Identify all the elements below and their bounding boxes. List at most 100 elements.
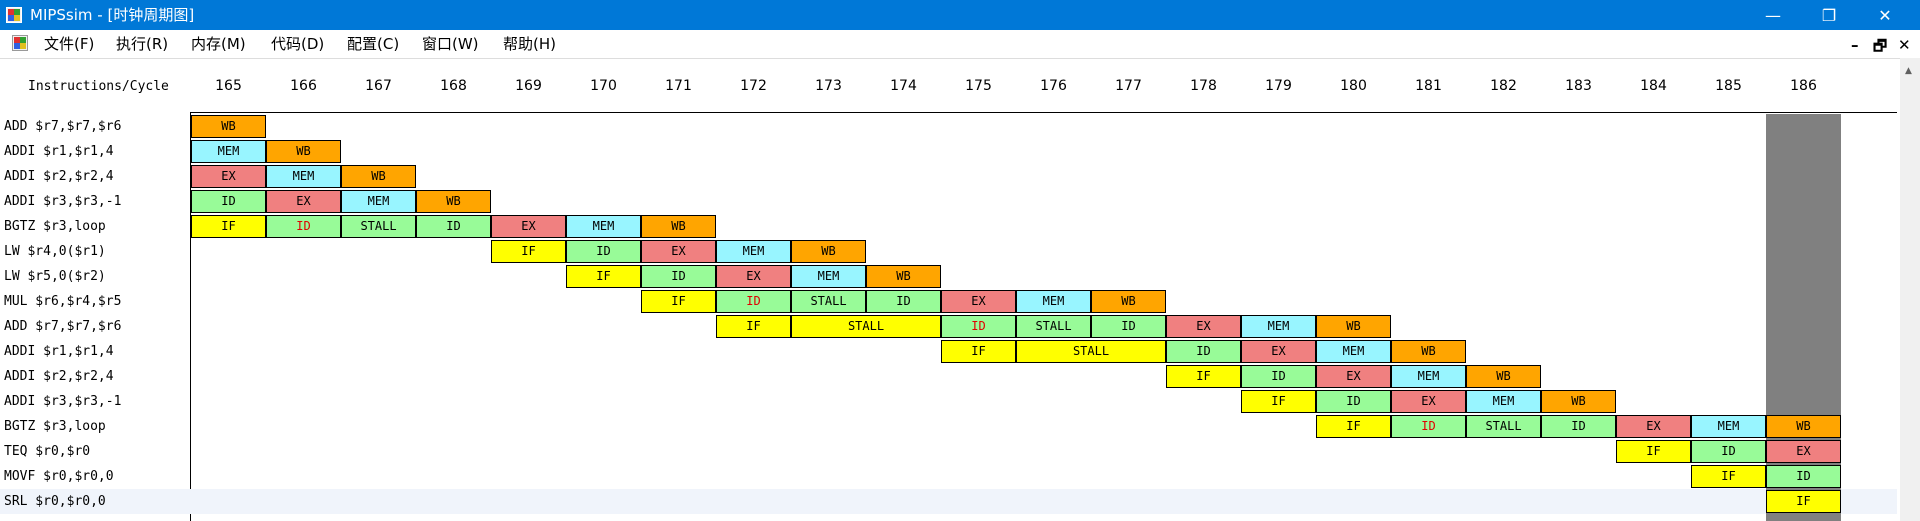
cycle-header-165: 165 xyxy=(191,78,266,94)
instruction-label[interactable]: LW $r4,0($r1) xyxy=(4,239,106,264)
menu-window[interactable]: 窗口(W) xyxy=(422,30,479,58)
maximize-button[interactable]: ❐ xyxy=(1806,0,1852,30)
stage-cell-if: IF xyxy=(641,290,716,313)
stage-cell-if: IF xyxy=(1616,440,1691,463)
cycle-header-169: 169 xyxy=(491,78,566,94)
stage-cell-id: ID xyxy=(1241,365,1316,388)
header-label: Instructions/Cycle xyxy=(28,79,169,94)
menu-memory[interactable]: 内存(M) xyxy=(191,30,246,58)
stage-cell-wb: WB xyxy=(1466,365,1541,388)
stage-cell-ex: EX xyxy=(1166,315,1241,338)
stage-cell-ex: EX xyxy=(641,240,716,263)
instruction-label[interactable]: ADD $r7,$r7,$r6 xyxy=(4,114,121,139)
instruction-label[interactable]: ADDI $r2,$r2,4 xyxy=(4,164,114,189)
stage-cell-mem: MEM xyxy=(1241,315,1316,338)
clock-cycle-diagram: Instructions/Cycle 165 166 167 168 169 170 171… xyxy=(0,61,1900,521)
selected-row-highlight xyxy=(0,489,1897,514)
stage-cell-mem: MEM xyxy=(566,215,641,238)
stage-cell-ex: EX xyxy=(941,290,1016,313)
cycle-header-178: 178 xyxy=(1166,78,1241,94)
stage-cell-ex: EX xyxy=(1241,340,1316,363)
instruction-label[interactable]: BGTZ $r3,loop xyxy=(4,214,106,239)
stage-cell-id: ID xyxy=(941,315,1016,338)
menu-help[interactable]: 帮助(H) xyxy=(503,30,556,58)
mdi-child-icon[interactable] xyxy=(12,35,28,51)
close-button[interactable]: ✕ xyxy=(1862,0,1908,30)
stage-cell-id: ID xyxy=(191,190,266,213)
stage-cell-wb: WB xyxy=(266,140,341,163)
stage-cell-if: IF xyxy=(1316,415,1391,438)
stage-cell-id: ID xyxy=(1091,315,1166,338)
mdi-close-button[interactable]: ✕ xyxy=(1898,36,1911,54)
stage-cell-id: ID xyxy=(716,290,791,313)
vertical-scrollbar[interactable]: ▲ xyxy=(1900,58,1920,521)
cycle-header-166: 166 xyxy=(266,78,341,94)
stage-cell-mem: MEM xyxy=(716,240,791,263)
instruction-label[interactable]: ADDI $r3,$r3,-1 xyxy=(4,389,121,414)
scroll-up-icon[interactable]: ▲ xyxy=(1905,66,1912,76)
instruction-label[interactable]: MUL $r6,$r4,$r5 xyxy=(4,289,121,314)
mdi-minimize-button[interactable]: – xyxy=(1851,36,1859,54)
stage-cell-id: ID xyxy=(416,215,491,238)
stage-cell-ex: EX xyxy=(191,165,266,188)
stage-cell-if: IF xyxy=(491,240,566,263)
stage-cell-id: ID xyxy=(1391,415,1466,438)
stage-cell-mem: MEM xyxy=(1391,365,1466,388)
stage-cell-mem: MEM xyxy=(266,165,341,188)
stage-cell-mem: MEM xyxy=(341,190,416,213)
stage-cell-wb: WB xyxy=(191,115,266,138)
app-icon[interactable] xyxy=(6,7,22,23)
instruction-label[interactable]: MOVF $r0,$r0,0 xyxy=(4,464,114,489)
stage-cell-if: IF xyxy=(191,215,266,238)
stage-cell-id: ID xyxy=(1691,440,1766,463)
header-divider xyxy=(190,112,1897,113)
cycle-header-170: 170 xyxy=(566,78,641,94)
instruction-label[interactable]: ADD $r7,$r7,$r6 xyxy=(4,314,121,339)
stage-cell-wb: WB xyxy=(1091,290,1166,313)
stage-cell-mem: MEM xyxy=(1691,415,1766,438)
menu-config[interactable]: 配置(C) xyxy=(347,30,399,58)
instruction-label[interactable]: ADDI $r1,$r1,4 xyxy=(4,139,114,164)
stage-cell-id: ID xyxy=(641,265,716,288)
stage-cell-stall: STALL xyxy=(341,215,416,238)
stage-cell-mem: MEM xyxy=(1466,390,1541,413)
instruction-label[interactable]: ADDI $r2,$r2,4 xyxy=(4,364,114,389)
stage-cell-stall: STALL xyxy=(791,290,866,313)
instruction-label[interactable]: TEQ $r0,$r0 xyxy=(4,439,90,464)
stage-cell-if: IF xyxy=(1691,465,1766,488)
instruction-label[interactable]: ADDI $r1,$r1,4 xyxy=(4,339,114,364)
stage-cell-mem: MEM xyxy=(791,265,866,288)
stage-cell-ex: EX xyxy=(716,265,791,288)
cycle-header-168: 168 xyxy=(416,78,491,94)
stage-cell-if: IF xyxy=(1241,390,1316,413)
stage-cell-wb: WB xyxy=(866,265,941,288)
stage-cell-stall: STALL xyxy=(1016,315,1091,338)
stage-cell-id: ID xyxy=(566,240,641,263)
menu-code[interactable]: 代码(D) xyxy=(271,30,324,58)
stage-cell-if: IF xyxy=(566,265,641,288)
stage-cell-id: ID xyxy=(866,290,941,313)
stage-cell-if: IF xyxy=(716,315,791,338)
mdi-restore-button[interactable]: 🗗 xyxy=(1873,36,1887,61)
stage-cell-wb: WB xyxy=(1541,390,1616,413)
instruction-label[interactable]: SRL $r0,$r0,0 xyxy=(4,489,106,514)
stage-cell-id: ID xyxy=(1541,415,1616,438)
stage-cell-id: ID xyxy=(1166,340,1241,363)
cycle-header-179: 179 xyxy=(1241,78,1316,94)
instruction-label[interactable]: BGTZ $r3,loop xyxy=(4,414,106,439)
stage-cell-ex: EX xyxy=(1766,440,1841,463)
cycle-header-185: 185 xyxy=(1691,78,1766,94)
minimize-button[interactable]: — xyxy=(1750,0,1796,30)
stage-cell-stall: STALL xyxy=(791,315,941,338)
cycle-header-186: 186 xyxy=(1766,78,1841,94)
stage-cell-wb: WB xyxy=(341,165,416,188)
menu-run[interactable]: 执行(R) xyxy=(116,30,168,58)
cycle-header-175: 175 xyxy=(941,78,1016,94)
stage-cell-id: ID xyxy=(1316,390,1391,413)
instruction-label[interactable]: ADDI $r3,$r3,-1 xyxy=(4,189,121,214)
cycle-header-171: 171 xyxy=(641,78,716,94)
stage-cell-ex: EX xyxy=(1616,415,1691,438)
cycle-header-184: 184 xyxy=(1616,78,1691,94)
instruction-label[interactable]: LW $r5,0($r2) xyxy=(4,264,106,289)
menu-file[interactable]: 文件(F) xyxy=(44,30,94,58)
